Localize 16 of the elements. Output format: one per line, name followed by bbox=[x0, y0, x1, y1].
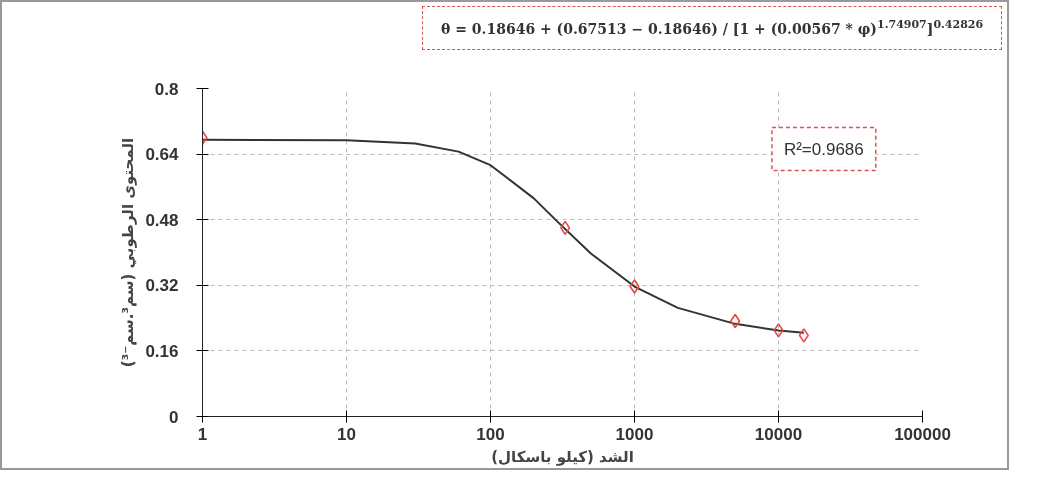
y-tick-label: 0.16 bbox=[145, 341, 179, 361]
y-tick-label: 0.8 bbox=[154, 79, 179, 99]
x-tick-label: 10000 bbox=[754, 424, 803, 444]
x-tick-label: 100000 bbox=[894, 424, 951, 444]
y-tick-label: 0.48 bbox=[145, 210, 179, 230]
y-axis-title: المحتوى الرطوبي (سم³.سم⁻³) bbox=[119, 137, 138, 368]
y-tick-label: 0 bbox=[169, 407, 179, 427]
x-axis-title: الشد (كيلو باسكال) bbox=[491, 447, 634, 466]
x-tick-label: 100 bbox=[476, 424, 505, 444]
x-tick-label: 1000 bbox=[615, 424, 654, 444]
y-tick-label: 0.64 bbox=[145, 145, 180, 165]
text: θ = 0.18646 + (0.67513 − 0.18646) / [1 + (0.00567 * φ)$^{1.74907}$]$^{0.42826}$ bbox=[422, 6, 1003, 50]
x-tick-label: 1 bbox=[197, 424, 208, 444]
x-tick-label: 10 bbox=[337, 424, 356, 444]
y-tick-label: 0.32 bbox=[145, 276, 179, 296]
annotation: R²=0.9686 bbox=[783, 139, 864, 159]
